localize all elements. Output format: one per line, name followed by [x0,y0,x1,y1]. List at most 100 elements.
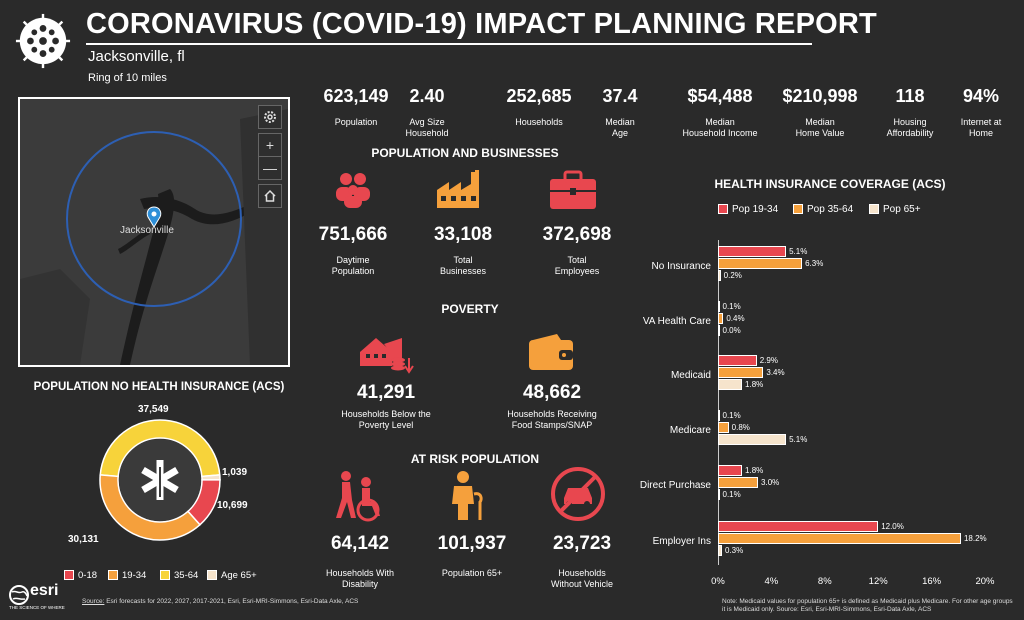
bar-value-label: 2.9% [759,356,778,365]
at-risk-title: AT RISK POPULATION [410,452,540,466]
location-name: Jacksonville, fl [88,48,185,65]
stat-value: 23,723 [552,533,612,554]
bar [718,410,720,421]
factory-icon [437,170,479,208]
bar-chart-axis [718,240,719,565]
bar-value-label: 5.1% [789,247,808,256]
legend-swatch [793,204,803,215]
donut-title: POPULATION NO HEALTH INSURANCE (ACS) [33,381,285,393]
bar-value-label: 0.3% [725,546,744,555]
bar [718,355,757,366]
bar [718,477,759,488]
bar [718,258,803,269]
bar-value-label: 0.1% [722,302,741,311]
stat-label: Population [334,117,378,127]
bar [718,313,724,324]
bar-value-label: 1.8% [745,466,764,475]
donut-slice-19-34 [99,474,201,541]
briefcase-icon [550,170,596,209]
bar-value-label: 0.4% [726,314,745,323]
bar-value-label: 5.1% [789,435,808,444]
wheelchair-icon [336,471,380,522]
stat-value: 623,149 [323,86,389,106]
no-insurance-donut-chart [99,419,221,541]
axis-tick-label: 4% [764,576,779,587]
stat-label: Households Without Vehicle [550,568,614,589]
legend-swatch [64,570,74,581]
legend-item: 0-18 [64,570,97,581]
zoom-out-button[interactable]: — [258,156,282,180]
stat-value: 372,698 [542,224,612,245]
bar-value-label: 0.1% [722,490,741,499]
legend-label: Pop 65+ [883,204,921,215]
bar [718,367,764,378]
legend-item: Pop 19-34 [718,204,778,215]
legend-item: Pop 65+ [869,204,921,215]
stat-label: Median Household Income [682,117,758,138]
axis-tick-label: 0% [711,576,725,587]
wallet-icon [529,334,573,370]
legend-item: Age 65+ [207,570,257,581]
bar-value-label: 0.0% [722,326,741,335]
esri-tagline: THE SCIENCE OF WHERE [9,605,65,610]
legend-swatch [207,570,217,581]
bar-value-label: 1.8% [745,380,764,389]
stat-label: Housing Affordability [886,117,934,138]
zoom-in-button[interactable]: + [258,133,282,157]
stat-value: $54,488 [687,86,753,106]
stat-value: 751,666 [318,224,388,245]
legend-label: 0-18 [78,570,98,581]
bar [718,246,787,257]
stat-value: 64,142 [330,533,390,554]
people-icon [336,173,370,208]
source-label: Source: [82,598,105,605]
stat-label: Daytime Population [331,255,375,276]
bar [718,270,721,281]
map-settings-button[interactable] [258,105,282,129]
legend-swatch [160,570,170,581]
stat-label: Internet at Home [960,117,1002,138]
gear-icon [264,111,276,123]
virus-logo-icon [15,13,71,69]
donut-label-65plus: 1,039 [222,467,248,478]
stat-value: 252,685 [506,86,572,106]
stat-label: Households Below the Poverty Level [341,409,431,430]
legend-item: Pop 35-64 [793,204,853,215]
legend-label: 35-64 [174,570,199,581]
bar [718,422,729,433]
legend-label: Pop 19-34 [732,204,779,215]
category-label: Medicare [669,425,711,436]
bar-value-label: 6.3% [805,259,824,268]
stat-value: 118 [895,86,925,106]
report-title: CORONAVIRUS (COVID-19) IMPACT PLANNING R… [86,8,877,40]
category-label: No Insurance [651,261,711,272]
stat-value: 41,291 [356,382,416,403]
bar-value-label: 18.2% [963,534,987,543]
source-text: Esri forecasts for 2022, 2027, 2017-2021… [106,598,359,605]
house-coins-icon [360,338,414,374]
bar-value-label: 12.0% [881,522,904,531]
map-view[interactable]: Jacksonville + — [18,97,290,367]
stat-label: Households Receiving Food Stamps/SNAP [507,409,597,430]
legend-swatch [718,204,728,215]
star-of-life-icon [119,439,201,521]
stat-value: 94% [962,86,1000,106]
legend-label: Age 65+ [221,570,257,581]
category-label: Employer Ins [652,536,711,547]
stat-label: Median Home Value [795,117,845,138]
note-line-2: it is Medicaid only. Source: Esri, Esri-… [722,606,932,613]
category-label: Medicaid [670,370,711,381]
bar [718,434,787,445]
bar-value-label: 0.2% [723,271,742,280]
stat-label: Households [515,117,563,127]
stat-label: Avg Size Household [405,117,449,138]
home-button[interactable] [258,184,282,208]
stat-label: Total Businesses [439,255,487,276]
bar [718,379,743,390]
map-canvas[interactable] [20,99,288,365]
bar-chart-title: HEALTH INSURANCE COVERAGE (ACS) [714,177,946,191]
pop-business-title: POPULATION AND BUSINESSES [371,146,559,160]
legend-label: Pop 35-64 [807,204,854,215]
globe-icon [9,585,29,605]
legend-swatch [869,204,879,215]
